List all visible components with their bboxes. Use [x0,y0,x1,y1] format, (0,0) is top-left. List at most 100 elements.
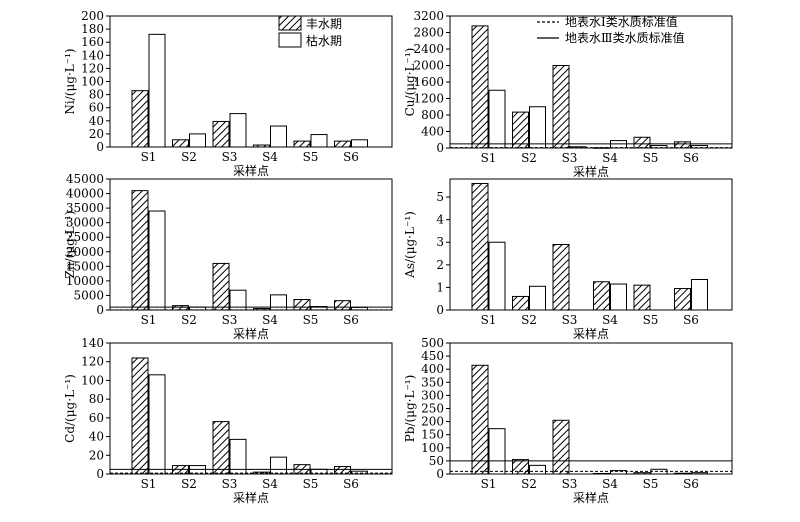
y-tick-label: 0 [96,140,104,154]
y-tick-label: 1600 [413,75,444,89]
bar-wet-s6 [674,288,691,311]
category-label-s2: S2 [181,313,197,327]
y-tick-label: 400 [421,362,444,376]
legend-dry-label: 枯水期 [306,33,342,48]
y-tick-label: 100 [81,75,104,89]
y-tick-label: 4 [436,213,444,227]
y-tick-label: 300 [421,388,444,402]
standards-legend: 地表水Ⅰ类水质标准值 地表水Ⅲ类水质标准值 [537,14,685,45]
y-tick-label: 450 [421,349,444,363]
y-tick-label: 0 [436,141,444,155]
bar-dry-s2 [529,464,546,475]
y-tick-label: 5 [436,190,444,204]
y-tick-label: 2000 [413,59,444,73]
bar-dry-s2 [529,106,546,149]
legend-wet-swatch [278,15,302,31]
y-axis-label: Pb/(μg·L⁻¹) [403,375,417,443]
category-label-s6: S6 [683,477,699,491]
y-tick-label: 35000 [66,201,104,215]
bar-dry-s1 [148,374,166,475]
category-label-s5: S5 [303,150,319,164]
y-tick-label: 40 [89,430,104,444]
y-tick-label: 40 [89,114,104,128]
category-label-s4: S4 [262,477,278,491]
category-label-s6: S6 [683,313,699,327]
y-tick-label: 140 [81,48,104,62]
bar-wet-s1 [131,190,149,311]
bar-wet-s3 [552,65,570,149]
y-tick-label: 0 [436,467,444,481]
category-label-s1: S1 [481,477,497,491]
bar-dry-s5 [310,468,328,475]
y-tick-label: 80 [89,88,104,102]
chart-panel-4: S1 S2 S3 S4 S5 S6 0 1 2 3 4 5 As/(μg·L⁻¹) 采样点 [403,178,733,341]
plot-frame [109,342,393,475]
y-tick-label: 60 [89,101,104,115]
y-axis-label: Cd/(μg·L⁻¹) [63,374,77,443]
y-tick-label: 0 [96,303,104,317]
bar-dry-s1 [488,241,506,311]
x-axis-label: 采样点 [573,326,609,341]
bar-wet-s3 [552,244,570,311]
plot-frame [449,178,733,311]
x-axis-label: 采样点 [573,164,609,179]
category-label-s6: S6 [683,151,699,165]
y-tick-label: 40000 [66,187,104,201]
category-label-s4: S4 [262,150,278,164]
category-label-s3: S3 [222,313,238,327]
category-label-s2: S2 [521,477,537,491]
category-label-s4: S4 [602,151,618,165]
chart-panel-6: S1 S2 S3 S4 S5 S6 0501001502002503003504004505… [403,336,733,505]
bar-wet-s3 [212,120,230,148]
legend-class3-label: 地表水Ⅲ类水质标准值 [565,30,685,45]
bar-wet-s1 [131,357,149,475]
chart-panel-3: S1 S2 S3 S4 S5 S6 0500010000150002000025000300… [63,172,393,341]
y-axis-label: Ni/(μg·L⁻¹) [63,48,77,114]
category-label-s5: S5 [303,313,319,327]
y-tick-label: 120 [81,61,104,75]
bar-dry-s4 [270,456,287,475]
y-tick-label: 20 [89,127,104,141]
y-tick-label: 10000 [66,274,104,288]
y-tick-label: 800 [421,108,444,122]
bar-wet-s3 [212,262,230,311]
x-axis-label: 采样点 [233,163,269,178]
bar-wet-s6 [674,141,691,149]
y-tick-label: 3200 [413,9,444,23]
x-axis-label: 采样点 [573,490,609,505]
category-label-s3: S3 [562,313,578,327]
bar-wet-s5 [293,299,311,311]
category-label-s6: S6 [343,477,359,491]
category-label-s1: S1 [481,151,497,165]
bar-wet-s2 [512,295,529,311]
y-tick-label: 150 [421,428,444,442]
y-tick-label: 140 [81,336,104,350]
y-tick-label: 160 [81,35,104,49]
bar-wet-s5 [633,136,651,149]
bar-dry-s6 [691,279,708,311]
bar-dry-s6 [351,139,368,148]
category-label-s2: S2 [521,151,537,165]
category-label-s4: S4 [602,313,618,327]
bar-dry-s1 [488,428,506,475]
bar-wet-s5 [293,140,311,148]
y-tick-label: 1200 [413,92,444,106]
bar-wet-s1 [471,364,489,475]
category-label-s1: S1 [141,313,157,327]
bar-wet-s5 [633,284,651,311]
y-tick-label: 45000 [66,172,104,186]
bar-dry-s1 [148,33,166,148]
category-label-s2: S2 [181,477,197,491]
category-label-s4: S4 [262,313,278,327]
category-label-s3: S3 [562,151,578,165]
y-tick-label: 120 [81,355,104,369]
bar-wet-s2 [172,139,189,148]
bar-dry-s4 [610,283,627,311]
plot-frame [109,178,393,311]
y-tick-label: 0 [96,467,104,481]
legend-wet-label: 丰水期 [306,17,342,31]
bar-dry-s5 [650,468,668,475]
